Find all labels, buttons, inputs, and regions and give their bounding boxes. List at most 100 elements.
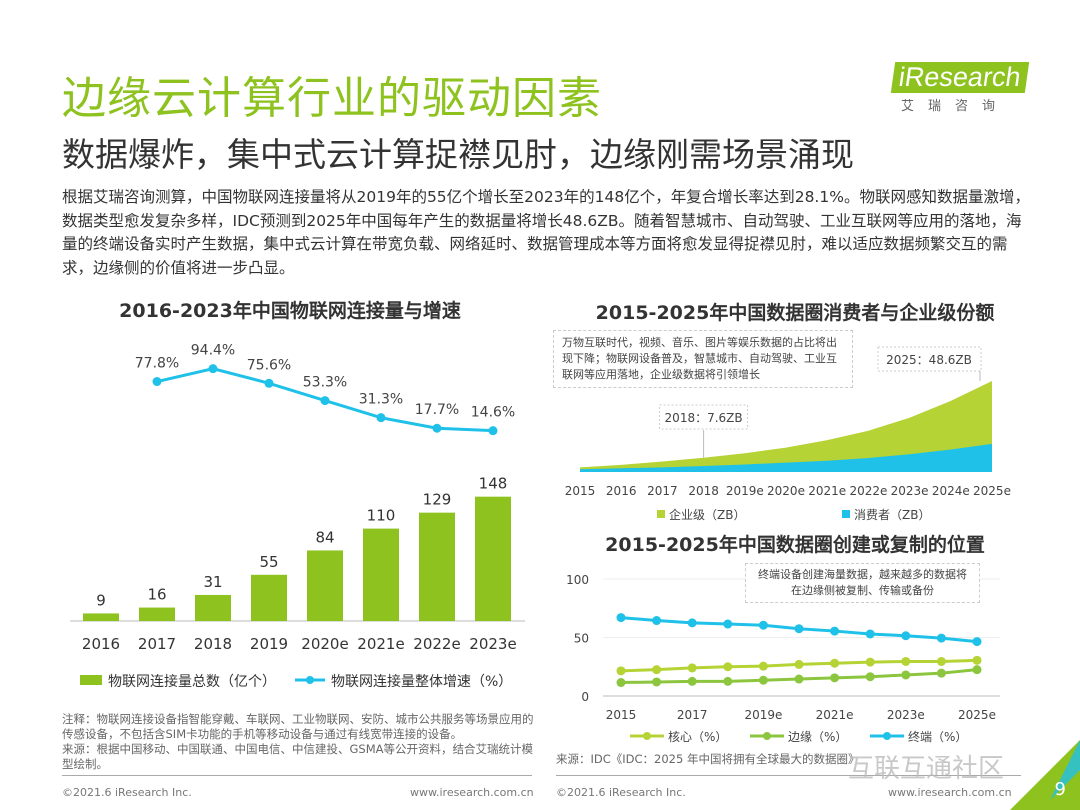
growth-point	[208, 364, 218, 374]
bar	[475, 496, 511, 621]
growth-label: 94.4%	[191, 343, 235, 359]
x-tick-label: 2017	[138, 635, 176, 653]
footer-divider-left	[62, 775, 532, 776]
x-tick-label: 2022e	[413, 635, 460, 653]
right-source-text: 来源：IDC《IDC：2025 年中国将拥有全球最大的数据圈》	[556, 752, 856, 766]
series-point	[865, 672, 875, 682]
x-tick-label: 2017	[647, 484, 678, 498]
bar-label: 9	[96, 591, 106, 609]
legend-enterprise-label: 企业级（ZB）	[669, 507, 745, 522]
growth-point	[376, 413, 386, 423]
page-subtitle: 数据爆炸，集中式云计算捉襟见肘，边缘刚需场景涌现	[62, 135, 854, 174]
x-tick-label: 2019e	[744, 708, 782, 722]
annotation-2025: 2025：48.6ZB	[886, 353, 972, 367]
chart3-note: 终端设备创建海量数据，越来越多的数据将在边缘侧被复制、传输或备份	[745, 563, 980, 603]
x-tick-label: 2025e	[973, 484, 1011, 498]
series-point	[830, 673, 840, 683]
chart2-svg: 2015 2016 2017 2018 2019e 2020e 2021e 2022e 2023…	[565, 346, 1011, 522]
chart2-title: 2015-2025年中国数据圈消费者与企业级份额	[595, 302, 995, 324]
growth-label: 17.7%	[415, 402, 459, 418]
x-tick-label: 2015	[565, 484, 596, 498]
footer-url-left: www.iresearch.com.cn	[410, 786, 534, 799]
bar	[83, 613, 119, 621]
watermark: 互联互通社区	[848, 754, 1005, 784]
bar	[307, 550, 343, 621]
chart2-note: 万物互联时代，视频、音乐、图片等娱乐数据的占比将出现下降；物联网设备普及，智慧城…	[553, 330, 853, 388]
series-point	[758, 661, 768, 671]
x-tick-label: 2021e	[808, 484, 846, 498]
x-tick-label: 2021e	[357, 635, 404, 653]
bar-label: 55	[259, 553, 278, 571]
bar-label: 16	[147, 586, 166, 604]
footer-copyright-left: ©2021.6 iResearch Inc.	[62, 786, 192, 799]
chart1-svg: 9 2016 16 2017 31 2018 55 2019 84 2020e 110 2021e 12…	[70, 343, 525, 690]
x-tick-label: 2018	[688, 484, 719, 498]
x-tick-label: 2016	[606, 484, 637, 498]
growth-point	[488, 426, 498, 436]
x-tick-label: 2024e	[932, 484, 970, 498]
growth-point	[152, 377, 162, 387]
series-point	[652, 677, 662, 687]
series-point	[652, 665, 662, 675]
x-tick-label: 2020e	[767, 484, 805, 498]
annotation-box	[877, 346, 982, 372]
y-tick-label: 50	[574, 632, 589, 646]
series-point	[616, 613, 626, 623]
x-tick-label: 2020e	[301, 635, 348, 653]
series-point	[723, 676, 733, 686]
series-point	[936, 633, 946, 643]
series-point	[794, 674, 804, 684]
series-point	[936, 668, 946, 678]
x-tick-label: 2025e	[958, 708, 996, 722]
legend-bar-label: 物联网连接量总数（亿个）	[108, 673, 276, 690]
series-point	[972, 655, 982, 665]
series-point	[830, 658, 840, 668]
page-title: 边缘云计算行业的驱动因素	[62, 73, 602, 124]
left-source-text: 来源：根据中国移动、中国联通、中国电信、中信建投、GSMA等公开资料，结合艾瑞统…	[62, 742, 533, 771]
annotation-box	[659, 404, 749, 430]
x-tick-label: 2016	[82, 635, 120, 653]
series-point	[901, 631, 911, 641]
iresearch-logo: iResearch 艾瑞咨询	[890, 62, 1029, 114]
chart3-title: 2015-2025年中国数据圈创建或复制的位置	[605, 534, 985, 556]
legend-marker	[763, 732, 771, 740]
legend-consumer-label: 消费者（ZB）	[854, 508, 930, 522]
footer-divider-right	[556, 775, 1021, 776]
series-point	[723, 619, 733, 629]
chart3-svg: 0 50 100 2015 2017 2019e 2021e 2023e 2025e 核心（%） 边…	[566, 573, 1000, 744]
growth-label: 75.6%	[247, 357, 291, 373]
x-tick-label: 2017	[677, 708, 708, 722]
series-point	[794, 624, 804, 634]
series-point	[901, 656, 911, 666]
left-note-text: 注释：物联网连接设备指智能穿戴、车联网、工业物联网、安防、城市公共服务等场景应用…	[62, 712, 534, 741]
x-tick-label: 2023e	[887, 708, 925, 722]
legend-bar-swatch	[80, 675, 102, 685]
bar-label: 129	[423, 491, 452, 509]
series-point	[616, 678, 626, 688]
series-point	[830, 626, 840, 636]
logo-sub-text: 艾瑞咨询	[901, 99, 1010, 114]
x-tick-label: 2019e	[726, 484, 764, 498]
bar-label: 31	[203, 573, 222, 591]
legend-label: 终端（%）	[908, 729, 967, 744]
intro-paragraph: 根据艾瑞咨询测算，中国物联网连接量将从2019年的55亿个增长至2023年的14…	[62, 188, 1030, 277]
footer-url-right: www.iresearch.com.cn	[888, 786, 1012, 799]
series-point	[687, 663, 697, 673]
series-point	[972, 665, 982, 675]
series-point	[794, 659, 804, 669]
x-tick-label: 2022e	[849, 484, 887, 498]
bar-label: 84	[315, 528, 334, 546]
chart1-title: 2016-2023年中国物联网连接量与增速	[119, 300, 461, 322]
growth-point	[432, 423, 442, 433]
annotation-2018: 2018：7.6ZB	[665, 411, 743, 425]
x-tick-label: 2018	[194, 635, 232, 653]
corner-decoration	[1010, 740, 1080, 810]
bar	[419, 512, 455, 621]
bar	[139, 607, 175, 621]
series-point	[901, 670, 911, 680]
series-point	[687, 618, 697, 628]
y-tick-label: 100	[566, 573, 589, 587]
growth-label: 14.6%	[471, 405, 515, 421]
legend-marker	[643, 732, 651, 740]
series-point	[758, 675, 768, 685]
